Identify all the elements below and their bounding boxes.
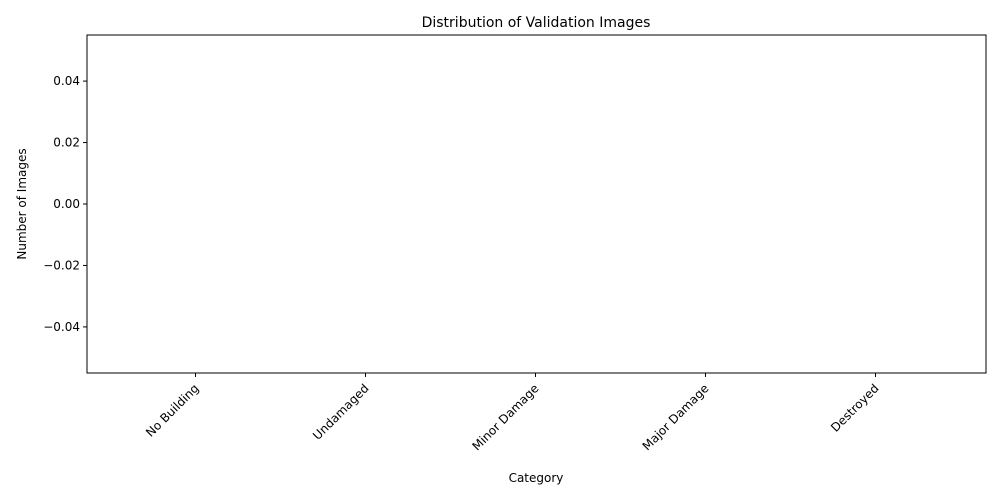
x-tick-label: Minor Damage bbox=[469, 381, 541, 453]
x-tick-label: Major Damage bbox=[640, 381, 712, 453]
x-tick-label: Destroyed bbox=[828, 381, 882, 435]
y-tick-label: 0.02 bbox=[53, 136, 80, 150]
x-axis-label: Category bbox=[509, 471, 564, 485]
y-tick-label: −0.04 bbox=[43, 320, 80, 334]
y-tick-label: 0.04 bbox=[53, 74, 80, 88]
y-axis-label: Number of Images bbox=[15, 148, 29, 259]
x-axis: No Building Undamaged Minor Damage Major Da… bbox=[143, 373, 882, 453]
plot-frame bbox=[86, 34, 987, 374]
y-tick-label: −0.02 bbox=[43, 258, 80, 272]
x-tick-label: No Building bbox=[143, 381, 202, 440]
y-axis: −0.04 −0.02 0.00 0.02 0.04 bbox=[43, 74, 87, 334]
x-tick-label: Undamaged bbox=[310, 381, 372, 443]
chart-title: Distribution of Validation Images bbox=[422, 15, 651, 31]
y-tick-label: 0.00 bbox=[53, 197, 80, 211]
